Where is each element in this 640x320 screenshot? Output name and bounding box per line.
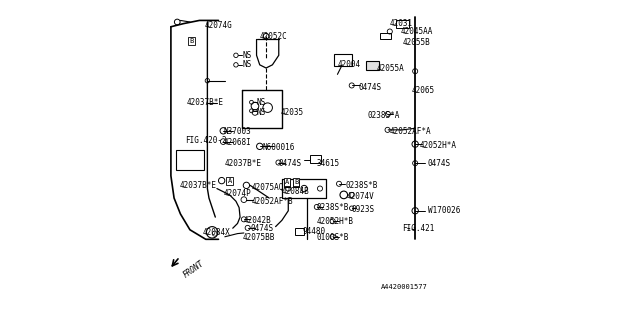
- Bar: [366, 61, 379, 69]
- Text: 42052H*A: 42052H*A: [420, 141, 457, 150]
- Bar: [175, 150, 204, 170]
- Text: 94480: 94480: [303, 227, 326, 236]
- Text: 42004: 42004: [337, 60, 360, 69]
- Bar: [294, 228, 304, 235]
- Text: N37003: N37003: [223, 127, 251, 136]
- Text: NS: NS: [257, 99, 266, 108]
- Text: 42055A: 42055A: [377, 63, 405, 73]
- Text: 0474S: 0474S: [279, 159, 302, 168]
- Text: 42031: 42031: [390, 19, 413, 28]
- Text: A4420001577: A4420001577: [381, 284, 428, 290]
- Bar: [293, 180, 300, 187]
- Text: B: B: [294, 179, 298, 185]
- Text: 0923S: 0923S: [352, 205, 375, 214]
- Text: FRONT: FRONT: [182, 259, 206, 280]
- Text: 42074V: 42074V: [347, 192, 374, 201]
- Text: 0474S: 0474S: [358, 83, 381, 92]
- Text: A: A: [285, 179, 289, 185]
- Bar: [284, 180, 290, 187]
- Text: NS: NS: [243, 51, 252, 60]
- Text: 0100S*B: 0100S*B: [317, 233, 349, 242]
- Text: W170026: W170026: [428, 206, 460, 215]
- Text: 42052H*B: 42052H*B: [317, 217, 354, 226]
- Bar: [380, 33, 392, 39]
- Text: 42075AQ: 42075AQ: [252, 182, 284, 191]
- Text: 0238S*B: 0238S*B: [346, 181, 378, 190]
- Text: 42052AF*B: 42052AF*B: [252, 197, 293, 206]
- Text: 42037B*E: 42037B*E: [225, 159, 262, 168]
- Text: 0474S: 0474S: [250, 224, 273, 233]
- Text: N600016: N600016: [263, 143, 295, 152]
- Text: 0238S*A: 0238S*A: [367, 111, 400, 120]
- Text: 42084X: 42084X: [203, 228, 230, 237]
- Bar: [310, 155, 321, 163]
- Text: NS: NS: [257, 108, 266, 117]
- Text: 0474S: 0474S: [428, 159, 451, 168]
- Text: 42074G: 42074G: [204, 21, 232, 30]
- Text: 42084B: 42084B: [282, 187, 310, 196]
- Text: 42052C: 42052C: [260, 32, 287, 41]
- Text: NS: NS: [243, 60, 252, 69]
- Text: 42074P: 42074P: [223, 189, 251, 198]
- Text: 34615: 34615: [317, 159, 340, 168]
- Text: FIG.420-2: FIG.420-2: [185, 136, 227, 146]
- Text: 42042B: 42042B: [244, 216, 271, 225]
- Text: 42037B*E: 42037B*E: [180, 181, 217, 190]
- Text: 42052AF*A: 42052AF*A: [390, 127, 431, 136]
- Text: 42035: 42035: [280, 108, 303, 117]
- Text: B: B: [189, 38, 194, 44]
- Text: 42075BB: 42075BB: [243, 233, 275, 242]
- Text: A: A: [227, 178, 232, 184]
- Text: FIG.421: FIG.421: [403, 224, 435, 233]
- Text: 42045AA: 42045AA: [401, 27, 433, 36]
- Text: 0238S*B: 0238S*B: [317, 203, 349, 212]
- Bar: [396, 20, 409, 28]
- Text: 42065: 42065: [412, 86, 435, 95]
- Bar: [334, 54, 352, 67]
- Text: 42037B*E: 42037B*E: [187, 99, 224, 108]
- Text: 42068I: 42068I: [223, 138, 251, 147]
- Text: 42055B: 42055B: [403, 38, 430, 47]
